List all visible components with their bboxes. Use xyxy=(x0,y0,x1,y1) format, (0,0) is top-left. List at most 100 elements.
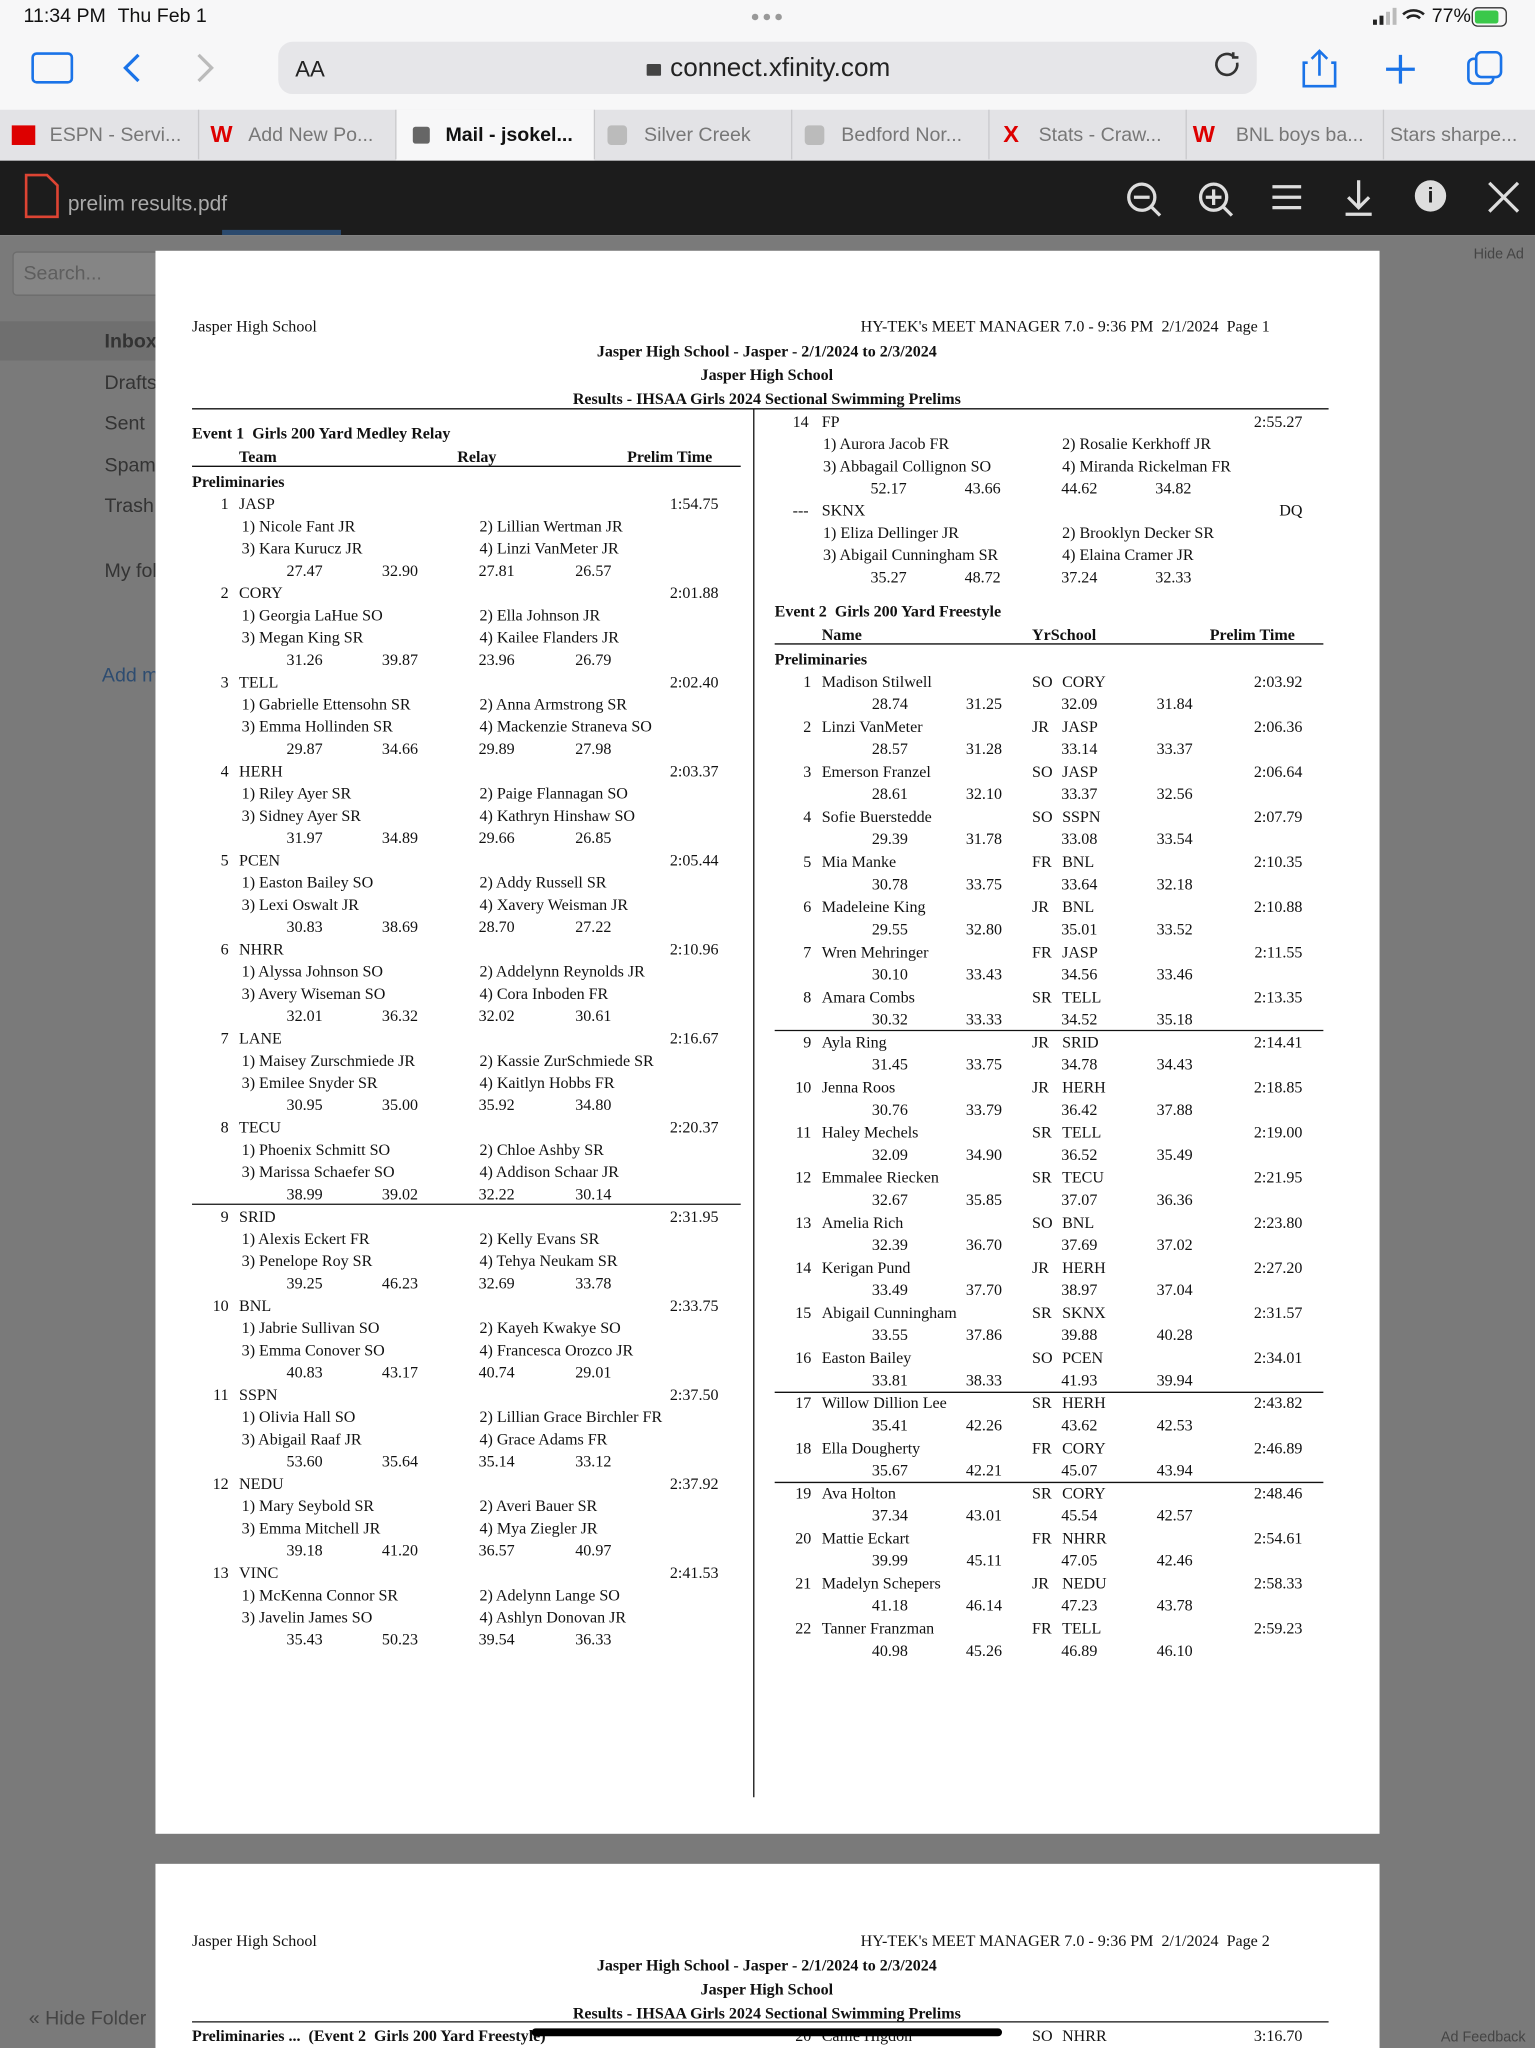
column-header: Team xyxy=(239,449,277,466)
swimmer-year: FR xyxy=(1032,1621,1052,1638)
relay-swimmer: 2) Kayeh Kwakye SO xyxy=(479,1320,620,1337)
split-time: 39.54 xyxy=(479,1632,515,1649)
result-place: 21 xyxy=(795,1576,811,1593)
tab-title[interactable]: Bedford Nor... xyxy=(841,124,962,146)
swimmer-school: HERH xyxy=(1062,1260,1106,1277)
tab-title[interactable]: Stars sharpe... xyxy=(1390,124,1517,146)
swimmer-year: FR xyxy=(1032,1440,1052,1457)
tab-icon: X xyxy=(1003,121,1019,147)
relay-swimmer: 4) Kailee Flanders JR xyxy=(479,630,619,647)
relay-team: TELL xyxy=(239,674,278,691)
relay-swimmer: 3) Kara Kurucz JR xyxy=(242,541,363,558)
tab-title[interactable]: Silver Creek xyxy=(644,124,751,146)
share-button[interactable] xyxy=(1302,49,1337,88)
back-button[interactable] xyxy=(123,53,140,83)
result-place: 19 xyxy=(795,1485,811,1502)
split-time: 39.18 xyxy=(287,1543,323,1560)
split-time: 32.69 xyxy=(479,1275,515,1292)
swimmer-school: NHRR xyxy=(1062,2028,1107,2045)
swimmer-year: JR xyxy=(1032,1576,1049,1593)
split-time: 46.89 xyxy=(1061,1643,1097,1660)
split-time: 33.52 xyxy=(1157,921,1193,938)
split-time: 29.39 xyxy=(872,831,908,848)
column-header: Prelim Time xyxy=(627,449,712,466)
relay-swimmer: 4) Cora Inboden FR xyxy=(479,986,608,1003)
swimmer-name: Sofie Buerstedde xyxy=(822,809,932,826)
split-time: 27.47 xyxy=(287,563,323,580)
split-time: 30.32 xyxy=(872,1012,908,1029)
split-time: 40.97 xyxy=(575,1543,611,1560)
split-time: 28.57 xyxy=(872,741,908,758)
split-time: 33.37 xyxy=(1157,741,1193,758)
relay-time: 2:02.40 xyxy=(670,674,719,691)
swimmer-school: NHRR xyxy=(1062,1530,1107,1547)
relay-swimmer: 2) Lillian Grace Birchler FR xyxy=(479,1409,662,1426)
swimmer-name: Emmalee Riecken xyxy=(822,1170,939,1187)
split-time: 32.10 xyxy=(966,786,1002,803)
tab-title[interactable]: Mail - jsokel... xyxy=(445,124,572,146)
prelim-time: 2:23.80 xyxy=(1254,1215,1303,1232)
relay-place: --- xyxy=(793,503,809,520)
split-time: 33.54 xyxy=(1157,831,1193,848)
tab-title[interactable]: Stats - Craw... xyxy=(1039,124,1162,146)
split-time: 29.55 xyxy=(872,921,908,938)
tab-title[interactable]: ESPN - Servi... xyxy=(50,124,182,146)
split-time: 23.96 xyxy=(479,652,515,669)
split-time: 30.61 xyxy=(575,1008,611,1025)
tab-title[interactable]: BNL boys ba... xyxy=(1236,124,1364,146)
section-title: Preliminaries ... (Event 2 Girls 200 Yar… xyxy=(192,2028,546,2045)
tab-close[interactable] xyxy=(412,126,430,144)
text-size-button[interactable]: AA xyxy=(295,56,325,81)
info-button[interactable] xyxy=(1414,180,1447,212)
split-time: 31.78 xyxy=(966,831,1002,848)
swimmer-school: SSPN xyxy=(1062,809,1101,826)
split-time: 36.52 xyxy=(1061,1147,1097,1164)
relay-swimmer: 1) Easton Bailey SO xyxy=(242,875,373,892)
relay-swimmer: 4) Miranda Rickelman FR xyxy=(1062,458,1231,475)
swimmer-year: SO xyxy=(1032,809,1053,826)
split-time: 28.61 xyxy=(872,786,908,803)
relay-swimmer: 4) Addison Schaar JR xyxy=(479,1164,619,1181)
split-time: 33.64 xyxy=(1061,876,1097,893)
prelim-time: 2:14.41 xyxy=(1254,1034,1303,1051)
column-header: Prelim Time xyxy=(1210,627,1295,644)
split-time: 39.02 xyxy=(382,1186,418,1203)
result-place: 22 xyxy=(795,1621,811,1638)
folder: My fol xyxy=(105,560,157,582)
split-time: 45.11 xyxy=(966,1553,1002,1570)
prelim-time: 2:27.20 xyxy=(1254,1260,1303,1277)
relay-place: 8 xyxy=(221,1120,229,1137)
relay-place: 1 xyxy=(221,496,229,513)
split-time: 28.70 xyxy=(479,919,515,936)
result-place: 3 xyxy=(803,764,811,781)
new-tab-button[interactable] xyxy=(1386,54,1415,84)
reload-button[interactable] xyxy=(1215,52,1239,77)
split-time: 47.05 xyxy=(1061,1553,1097,1570)
split-time: 34.43 xyxy=(1157,1057,1193,1074)
split-time: 39.99 xyxy=(872,1553,908,1570)
relay-swimmer: 2) Kassie ZurSchmiede SR xyxy=(479,1053,654,1070)
relay-swimmer: 1) Alyssa Johnson SO xyxy=(242,964,383,981)
tab-title[interactable]: Add New Po... xyxy=(248,124,373,146)
prelim-time: 2:10.88 xyxy=(1254,899,1303,916)
swimmer-school: SKNX xyxy=(1062,1305,1106,1322)
split-time: 35.01 xyxy=(1061,921,1097,938)
swimmer-name: Amelia Rich xyxy=(822,1215,904,1232)
address-bar[interactable] xyxy=(278,41,1257,95)
result-place: 1 xyxy=(803,674,811,691)
prelim-time: 2:31.57 xyxy=(1254,1305,1303,1322)
relay-swimmer: 3) Emma Hollinden SR xyxy=(242,719,393,736)
swimmer-school: BNL xyxy=(1062,854,1094,871)
forward-button[interactable] xyxy=(197,53,214,83)
split-time: 43.01 xyxy=(966,1508,1002,1525)
hide-ad: Hide Ad xyxy=(1474,246,1524,262)
sidebar-button[interactable] xyxy=(31,52,74,84)
split-time: 38.99 xyxy=(287,1186,323,1203)
relay-swimmer: 2) Averi Bauer SR xyxy=(479,1498,597,1515)
prelim-time: 2:18.85 xyxy=(1254,1080,1303,1097)
split-time: 27.81 xyxy=(479,563,515,580)
relay-place: 7 xyxy=(221,1031,229,1048)
relay-swimmer: 2) Ella Johnson JR xyxy=(479,607,600,624)
result-place: 9 xyxy=(803,1034,811,1051)
